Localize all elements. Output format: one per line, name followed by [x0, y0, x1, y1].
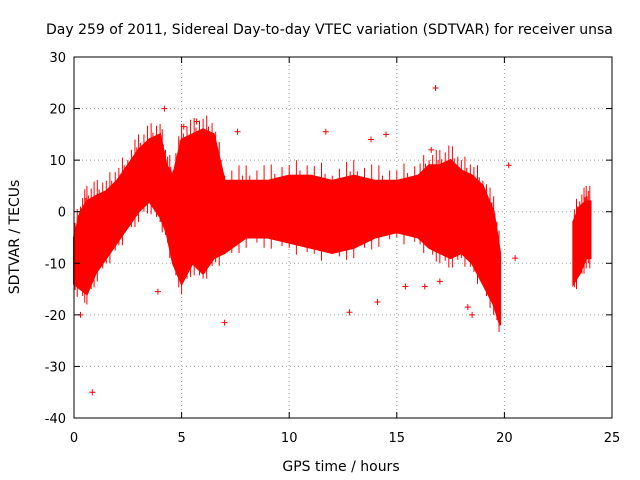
x-tick-label: 25: [604, 431, 621, 446]
data-point: [421, 283, 428, 290]
x-tick-label: 15: [389, 431, 406, 446]
data-point: [89, 389, 96, 396]
plot-border: [73, 56, 613, 419]
data-point: [383, 131, 390, 138]
x-tick-label: 20: [496, 431, 513, 446]
data-point: [436, 278, 443, 285]
data-point: [464, 304, 471, 311]
y-tick-label: -10: [45, 257, 66, 272]
chart-title: Day 259 of 2011, Sidereal Day-to-day VTE…: [46, 22, 613, 38]
y-tick-label: 20: [49, 103, 66, 118]
data-point: [402, 283, 409, 290]
data-point: [180, 123, 187, 130]
tick-labels: 0 5 10 15 20 25 -40 -30 -20 -10 0 10 20 30: [45, 51, 621, 446]
data-layer: [73, 84, 592, 396]
data-point: [432, 84, 439, 91]
y-tick-label: -40: [45, 412, 66, 427]
x-axis-label: GPS time / hours: [282, 459, 399, 475]
data-point: [322, 128, 329, 135]
y-axis-label: SDTVAR / TECUs: [7, 180, 23, 295]
data-point: [367, 136, 374, 143]
x-tick-label: 10: [281, 431, 298, 446]
y-tick-label: 0: [58, 206, 66, 221]
plot-frame: [73, 56, 613, 419]
data-point: [234, 128, 241, 135]
data-point: [221, 319, 228, 326]
data-point: [469, 311, 476, 318]
data-point: [161, 105, 168, 112]
data-point: [346, 309, 353, 316]
data-point: [505, 162, 512, 169]
x-tick-label: 5: [177, 431, 185, 446]
y-tick-label: 10: [49, 154, 66, 169]
data-point: [428, 146, 435, 153]
y-tick-label: 30: [49, 51, 66, 66]
x-tick-label: 0: [70, 431, 78, 446]
data-point: [374, 298, 381, 305]
y-tick-label: -30: [45, 360, 66, 375]
data-point: [193, 118, 200, 125]
y-tick-label: -20: [45, 309, 66, 324]
data-point: [154, 288, 161, 295]
data-point: [512, 255, 519, 262]
